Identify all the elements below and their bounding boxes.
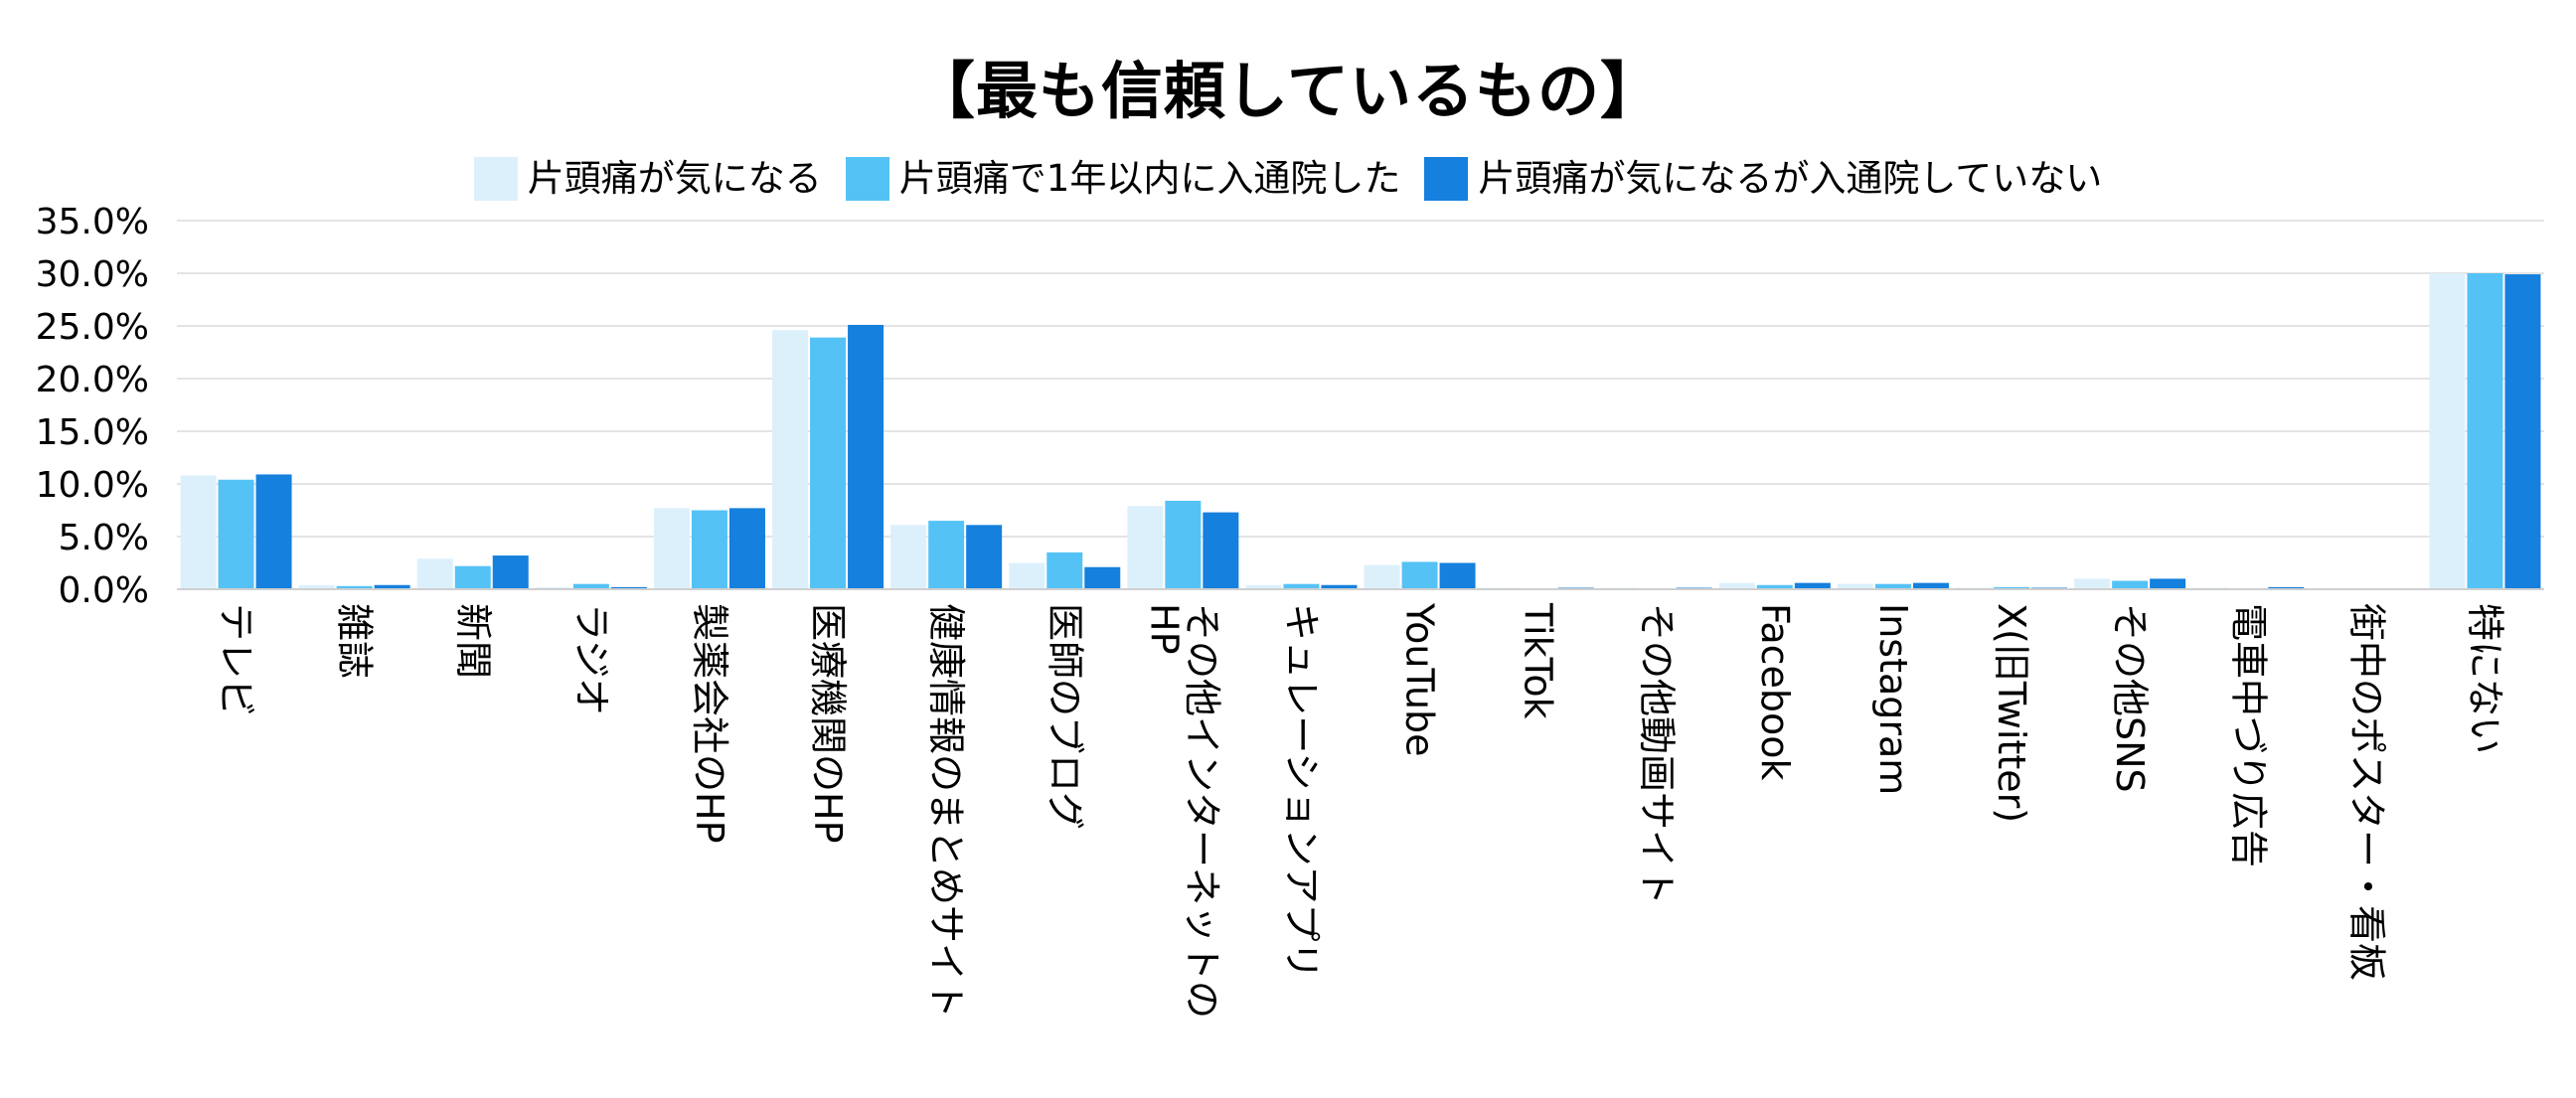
x-tick-label: HP	[1142, 603, 1186, 655]
x-tick-label: その他SNS	[2108, 603, 2152, 793]
bar	[1401, 561, 1438, 589]
bar	[966, 525, 1003, 589]
x-tick-label: 製薬会社のHP	[688, 603, 731, 844]
bar	[1912, 582, 1949, 589]
y-tick-label: 20.0%	[36, 360, 149, 400]
bar	[928, 521, 965, 589]
legend-item-series-2: 片頭痛で1年以内に入通院した	[845, 154, 1401, 204]
y-tick-label: 30.0%	[36, 254, 149, 295]
bar	[810, 337, 847, 589]
x-tick-label: 電車中づり広告	[2226, 603, 2270, 867]
bar	[2074, 578, 2111, 589]
bar	[1718, 582, 1755, 589]
x-tick-label: ラジオ	[569, 603, 613, 715]
legend-swatch-series-3	[1424, 157, 1469, 201]
bar	[180, 475, 217, 589]
y-tick-label: 0.0%	[59, 570, 149, 611]
x-tick-label: 雑誌	[333, 603, 377, 679]
chart-title: 【最も信頼しているもの】	[912, 55, 1664, 127]
x-tick-label: 医療機関のHP	[806, 603, 850, 844]
bar	[1439, 562, 1476, 589]
bar	[218, 479, 254, 589]
x-tick-label: その他動画サイト	[1635, 603, 1679, 905]
x-tick-label: 医師のブログ	[1043, 603, 1086, 830]
bar	[1084, 566, 1121, 589]
bar	[255, 474, 292, 589]
bar	[2150, 578, 2186, 589]
bar	[1874, 583, 1911, 589]
legend-label-series-3: 片頭痛が気になるが入通院していない	[1478, 157, 2103, 200]
bar	[1994, 586, 2030, 589]
x-tick-label: 新聞	[451, 603, 495, 679]
legend: 片頭痛が気になる 片頭痛で1年以内に入通院した 片頭痛が気になるが入通院していな…	[0, 154, 2576, 204]
bar	[1837, 583, 1873, 589]
x-tick-label: キュレーションアプリ	[1279, 603, 1323, 979]
legend-item-series-1: 片頭痛が気になる	[473, 154, 822, 204]
bar	[374, 584, 410, 589]
bar	[890, 525, 927, 589]
y-tick-label: 5.0%	[59, 518, 149, 558]
bar	[1127, 506, 1164, 589]
bar	[1203, 512, 1239, 589]
bar	[772, 330, 809, 589]
bar	[572, 583, 609, 589]
bar	[1364, 564, 1400, 589]
bar	[416, 558, 453, 589]
bar	[2112, 580, 2149, 589]
bar	[492, 555, 529, 589]
bar	[1756, 584, 1793, 589]
bar	[1245, 584, 1282, 589]
legend-swatch-series-2	[845, 157, 889, 201]
x-tick-label: TikTok	[1517, 602, 1560, 719]
x-tick-label: 街中のポスター・看板	[2344, 603, 2388, 981]
x-tick-label: テレビ	[215, 603, 258, 716]
x-tick-label: X(旧Twitter)	[1990, 603, 2033, 823]
bar	[1165, 500, 1202, 589]
bar	[2467, 273, 2503, 589]
bar	[1009, 562, 1046, 589]
bar	[336, 585, 373, 589]
bar	[728, 508, 765, 589]
bar	[1794, 582, 1831, 589]
legend-item-series-3: 片頭痛が気になるが入通院していない	[1424, 154, 2102, 204]
bar	[1046, 551, 1083, 589]
bar	[454, 565, 491, 589]
bar	[610, 586, 647, 589]
bar	[848, 324, 885, 589]
bar	[691, 510, 727, 589]
legend-label-series-2: 片頭痛で1年以内に入通院した	[898, 157, 1401, 200]
y-tick-label: 10.0%	[36, 465, 149, 506]
bar	[1283, 583, 1320, 589]
bar	[298, 584, 335, 589]
y-tick-label: 15.0%	[36, 412, 149, 453]
x-tick-label: 健康情報のまとめサイト	[924, 603, 968, 1019]
x-tick-label: YouTube	[1398, 602, 1442, 757]
legend-label-series-1: 片頭痛が気になる	[527, 157, 822, 200]
bar	[2429, 273, 2466, 589]
bar	[653, 508, 690, 589]
bar	[1321, 584, 1358, 589]
bar	[2268, 586, 2305, 589]
x-tick-label: Instagram	[1871, 603, 1915, 795]
y-tick-label: 25.0%	[36, 307, 149, 348]
x-tick-label: Facebook	[1753, 603, 1797, 781]
x-tick-label: 特にない	[2463, 603, 2506, 754]
y-tick-label: 35.0%	[36, 202, 149, 242]
bar	[2504, 274, 2541, 589]
bar	[535, 586, 571, 589]
x-tick-label: その他インターネットの	[1180, 603, 1223, 1019]
legend-swatch-series-1	[473, 157, 518, 201]
